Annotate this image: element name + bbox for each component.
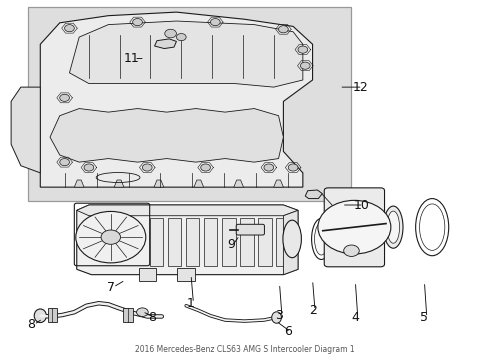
Text: 8: 8 [27, 318, 36, 331]
Polygon shape [154, 39, 176, 49]
Polygon shape [40, 12, 312, 187]
Circle shape [343, 245, 359, 256]
Text: 7: 7 [106, 281, 115, 294]
Bar [203, 218, 217, 266]
Polygon shape [305, 190, 322, 199]
Bar [177, 268, 195, 281]
Text: 9: 9 [226, 238, 234, 251]
Bar [47, 307, 57, 322]
FancyBboxPatch shape [324, 188, 384, 267]
Polygon shape [154, 180, 163, 187]
Ellipse shape [386, 211, 399, 243]
FancyBboxPatch shape [28, 7, 351, 202]
Polygon shape [273, 180, 283, 187]
Circle shape [132, 18, 142, 26]
Circle shape [136, 308, 148, 316]
Text: 6: 6 [284, 325, 292, 338]
Ellipse shape [314, 223, 327, 255]
Polygon shape [194, 180, 203, 187]
Polygon shape [74, 180, 84, 187]
Polygon shape [233, 180, 243, 187]
Text: 10: 10 [352, 198, 368, 212]
Bar [276, 218, 289, 266]
Bar [185, 218, 199, 266]
Polygon shape [77, 205, 297, 275]
FancyBboxPatch shape [236, 224, 264, 235]
Text: 3: 3 [275, 309, 283, 322]
Circle shape [297, 46, 307, 53]
Circle shape [317, 201, 390, 254]
Bar [258, 218, 271, 266]
Circle shape [300, 62, 309, 69]
Text: 8: 8 [148, 311, 156, 324]
Polygon shape [50, 109, 283, 162]
Circle shape [210, 18, 220, 26]
Bar [240, 218, 253, 266]
Ellipse shape [283, 220, 301, 258]
Bar [138, 268, 156, 281]
Text: 2016 Mercedes-Benz CLS63 AMG S Intercooler Diagram 1: 2016 Mercedes-Benz CLS63 AMG S Intercool… [134, 345, 354, 354]
Circle shape [176, 33, 186, 41]
Text: 5: 5 [420, 311, 427, 324]
Bar [222, 218, 235, 266]
Circle shape [264, 164, 273, 171]
Text: 1: 1 [187, 297, 195, 310]
Text: 4: 4 [351, 311, 359, 324]
Circle shape [64, 24, 74, 32]
Bar [149, 218, 163, 266]
Circle shape [164, 29, 176, 38]
Polygon shape [77, 205, 297, 216]
Bar [167, 218, 181, 266]
Polygon shape [283, 210, 297, 275]
Bar [122, 307, 132, 322]
Circle shape [60, 158, 69, 166]
Circle shape [76, 211, 145, 263]
Circle shape [101, 230, 120, 244]
Polygon shape [11, 87, 40, 173]
Circle shape [142, 164, 152, 171]
Polygon shape [114, 180, 123, 187]
Ellipse shape [271, 312, 281, 323]
Text: 11: 11 [123, 52, 139, 65]
Circle shape [278, 26, 287, 33]
Ellipse shape [34, 309, 46, 323]
Circle shape [201, 164, 210, 171]
Circle shape [84, 164, 94, 171]
Circle shape [287, 164, 297, 171]
Ellipse shape [383, 206, 402, 248]
Text: 2: 2 [308, 304, 316, 317]
Circle shape [60, 94, 69, 102]
Text: 12: 12 [352, 81, 367, 94]
Polygon shape [69, 21, 302, 87]
